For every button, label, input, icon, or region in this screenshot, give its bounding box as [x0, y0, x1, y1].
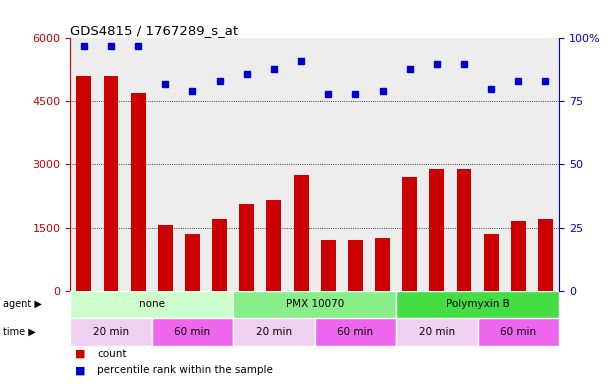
Bar — [233, 291, 396, 318]
Text: count: count — [97, 349, 126, 359]
Bar — [212, 219, 227, 291]
Text: none: none — [139, 300, 165, 310]
Bar — [233, 318, 315, 346]
Bar — [131, 93, 145, 291]
Bar — [260, 38, 288, 291]
Bar — [369, 38, 396, 291]
Text: 60 min: 60 min — [337, 327, 373, 337]
Bar — [97, 38, 125, 291]
Bar — [70, 38, 97, 291]
Bar — [179, 38, 206, 291]
Bar — [505, 38, 532, 291]
Text: 60 min: 60 min — [174, 327, 211, 337]
Bar — [538, 219, 553, 291]
Bar — [321, 240, 335, 291]
Bar — [158, 225, 173, 291]
Bar — [478, 318, 559, 346]
Bar — [430, 169, 444, 291]
Bar — [294, 175, 309, 291]
Bar — [152, 38, 179, 291]
Text: 20 min: 20 min — [419, 327, 455, 337]
Bar — [206, 38, 233, 291]
Bar — [70, 318, 152, 346]
Bar — [450, 38, 478, 291]
Bar — [484, 234, 499, 291]
Bar — [288, 38, 315, 291]
Bar — [185, 234, 200, 291]
Bar — [402, 177, 417, 291]
Text: ■: ■ — [75, 365, 86, 375]
Text: PMX 10070: PMX 10070 — [285, 300, 344, 310]
Bar — [152, 318, 233, 346]
Bar — [478, 38, 505, 291]
Text: GDS4815 / 1767289_s_at: GDS4815 / 1767289_s_at — [70, 24, 238, 37]
Bar — [348, 240, 363, 291]
Bar — [342, 38, 369, 291]
Bar — [315, 318, 396, 346]
Bar — [396, 291, 559, 318]
Text: Polymyxin B: Polymyxin B — [445, 300, 510, 310]
Bar — [233, 38, 260, 291]
Text: 60 min: 60 min — [500, 327, 536, 337]
Bar — [375, 238, 390, 291]
Bar — [266, 200, 282, 291]
Bar — [70, 291, 233, 318]
Bar — [396, 318, 478, 346]
Text: percentile rank within the sample: percentile rank within the sample — [97, 365, 273, 375]
Bar — [315, 38, 342, 291]
Text: time ▶: time ▶ — [3, 327, 36, 337]
Bar — [423, 38, 450, 291]
Bar — [532, 38, 559, 291]
Text: 20 min: 20 min — [93, 327, 129, 337]
Bar — [76, 76, 91, 291]
Bar — [103, 76, 119, 291]
Text: ■: ■ — [75, 349, 86, 359]
Text: agent ▶: agent ▶ — [3, 300, 42, 310]
Bar — [511, 221, 526, 291]
Bar — [240, 204, 254, 291]
Bar — [456, 169, 472, 291]
Bar — [125, 38, 152, 291]
Text: 20 min: 20 min — [256, 327, 292, 337]
Bar — [396, 38, 423, 291]
